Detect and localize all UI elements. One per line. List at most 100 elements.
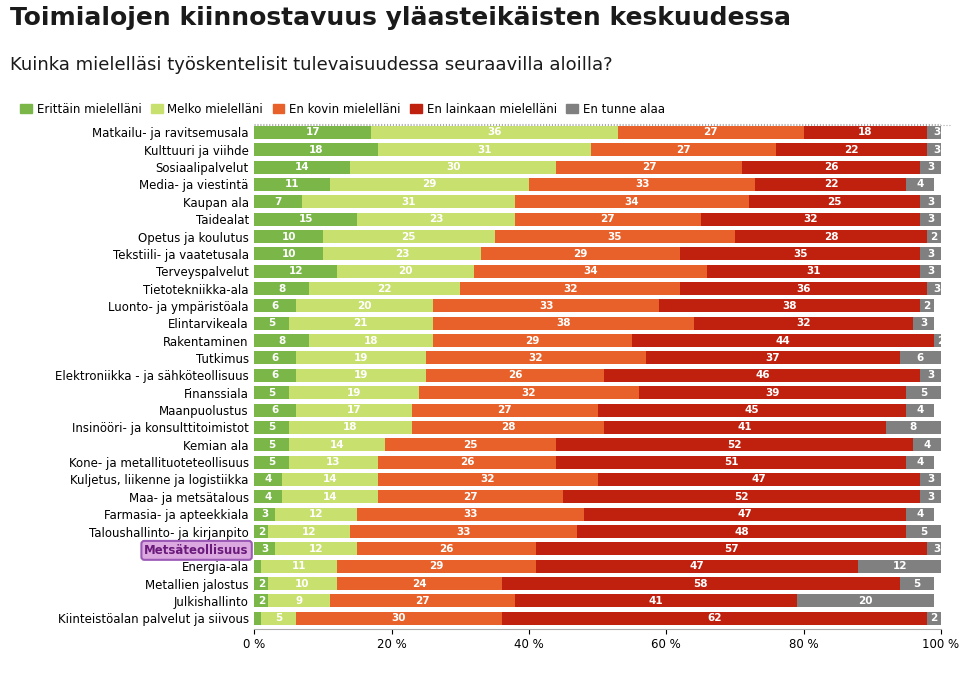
- Bar: [282, 473, 378, 486]
- Text: 3: 3: [934, 284, 941, 293]
- Bar: [268, 577, 337, 590]
- Bar: [268, 595, 330, 608]
- Text: 6: 6: [272, 405, 278, 415]
- Text: 14: 14: [323, 475, 337, 484]
- Text: 36: 36: [796, 284, 811, 293]
- Bar: [776, 143, 927, 156]
- Text: 22: 22: [824, 179, 838, 190]
- Text: Toimialojen kiinnostavuus yläasteikäisten keskuudessa: Toimialojen kiinnostavuus yläasteikäiste…: [10, 6, 791, 29]
- Bar: [254, 126, 372, 139]
- Bar: [433, 316, 694, 330]
- Text: 30: 30: [392, 613, 406, 623]
- Bar: [927, 612, 941, 625]
- Text: 47: 47: [689, 561, 705, 572]
- Text: 20: 20: [398, 266, 413, 276]
- Text: 32: 32: [529, 353, 543, 363]
- Text: 51: 51: [724, 457, 738, 467]
- Text: 23: 23: [395, 249, 409, 259]
- Bar: [254, 542, 275, 556]
- Bar: [378, 143, 590, 156]
- Bar: [275, 542, 357, 556]
- Text: 2: 2: [257, 526, 265, 537]
- Bar: [254, 612, 261, 625]
- Bar: [900, 577, 934, 590]
- Text: 8: 8: [278, 336, 285, 346]
- Text: 14: 14: [295, 162, 310, 172]
- Bar: [296, 369, 426, 382]
- Bar: [433, 334, 632, 347]
- Text: 29: 29: [429, 561, 444, 572]
- Text: 12: 12: [309, 510, 324, 519]
- Text: 10: 10: [281, 231, 296, 241]
- Text: 15: 15: [299, 214, 313, 224]
- Text: 31: 31: [477, 145, 492, 155]
- Bar: [536, 560, 858, 573]
- Bar: [804, 126, 927, 139]
- Text: 5: 5: [268, 422, 276, 432]
- Text: 44: 44: [776, 336, 790, 346]
- Bar: [337, 265, 474, 277]
- Text: 28: 28: [824, 231, 838, 241]
- Bar: [254, 386, 289, 399]
- Text: 6: 6: [272, 301, 278, 311]
- Bar: [927, 126, 948, 139]
- Bar: [529, 178, 756, 191]
- Bar: [921, 369, 941, 382]
- Text: 4: 4: [264, 475, 272, 484]
- Bar: [412, 421, 605, 434]
- Text: 48: 48: [734, 526, 749, 537]
- Bar: [921, 247, 941, 261]
- Bar: [385, 438, 557, 451]
- Text: 3: 3: [926, 492, 934, 502]
- Bar: [289, 316, 433, 330]
- Text: 4: 4: [264, 492, 272, 502]
- Bar: [275, 507, 357, 521]
- Bar: [254, 490, 282, 503]
- Text: 37: 37: [765, 353, 780, 363]
- Text: 3: 3: [934, 145, 941, 155]
- Bar: [749, 195, 921, 208]
- Bar: [590, 143, 776, 156]
- Bar: [254, 525, 268, 538]
- Text: 3: 3: [934, 128, 941, 137]
- Text: 4: 4: [924, 440, 931, 450]
- Text: 27: 27: [416, 596, 430, 606]
- Bar: [268, 525, 350, 538]
- Text: 13: 13: [326, 457, 341, 467]
- Text: 12: 12: [302, 526, 317, 537]
- Bar: [372, 126, 618, 139]
- Bar: [261, 560, 337, 573]
- Text: 18: 18: [364, 336, 378, 346]
- Bar: [516, 195, 749, 208]
- Text: 32: 32: [804, 214, 818, 224]
- Text: 32: 32: [796, 319, 811, 328]
- Bar: [323, 230, 494, 243]
- Text: 25: 25: [828, 197, 842, 207]
- Text: 12: 12: [893, 561, 907, 572]
- Text: 5: 5: [268, 388, 276, 398]
- Text: 4: 4: [917, 510, 924, 519]
- Bar: [254, 282, 309, 295]
- Bar: [254, 247, 323, 261]
- Text: 57: 57: [724, 544, 739, 554]
- Bar: [913, 438, 941, 451]
- Bar: [557, 456, 906, 468]
- Text: 19: 19: [353, 370, 368, 381]
- Text: 17: 17: [305, 128, 320, 137]
- Text: 23: 23: [429, 214, 444, 224]
- Text: 24: 24: [412, 579, 426, 588]
- Bar: [886, 421, 941, 434]
- Bar: [254, 456, 289, 468]
- Bar: [296, 404, 412, 417]
- Bar: [357, 507, 584, 521]
- Text: 26: 26: [824, 162, 838, 172]
- Text: 20: 20: [858, 596, 873, 606]
- Bar: [646, 351, 900, 365]
- Bar: [680, 247, 921, 261]
- Text: 14: 14: [329, 440, 344, 450]
- Text: 26: 26: [440, 544, 454, 554]
- Text: 27: 27: [601, 214, 615, 224]
- Bar: [921, 473, 941, 486]
- Bar: [921, 265, 941, 277]
- Bar: [680, 282, 927, 295]
